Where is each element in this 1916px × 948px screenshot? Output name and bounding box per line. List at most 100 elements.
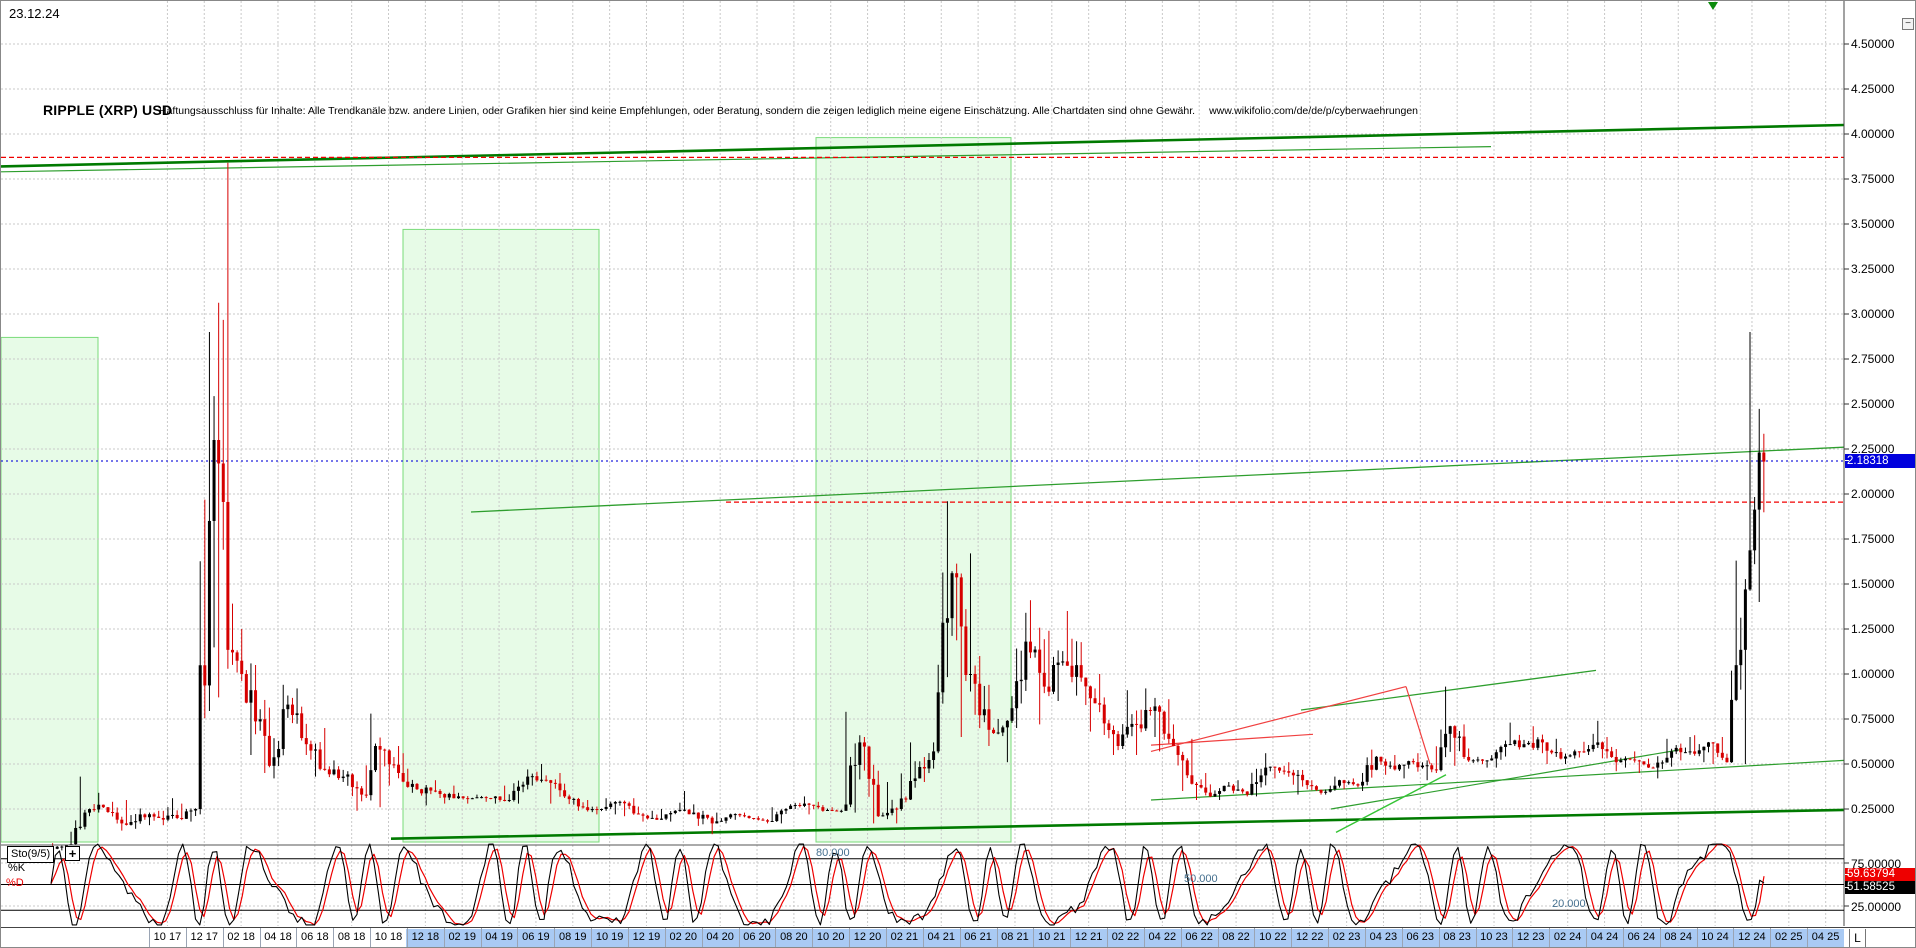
time-axis-label: 02 21 [890,931,919,943]
support-zone [1,336,99,843]
candle-body [1213,793,1217,797]
candle-body [161,818,165,820]
candle-body [1093,698,1097,704]
candle-body [1056,662,1060,666]
candle-body [904,798,908,800]
candle-body [189,810,193,812]
candle-body [1268,766,1272,768]
time-axis-label: 04 22 [1148,931,1177,943]
price-tick-label: 4.25000 [1851,82,1895,96]
candle-body [364,794,368,796]
candle-body [1660,762,1664,764]
candle-body [756,818,760,820]
time-axis-highlight[interactable] [406,929,1844,947]
support-zone [815,137,1012,843]
candle-body [1356,784,1360,786]
time-axis-label: 10 21 [1038,931,1066,943]
candle-body [452,793,456,799]
candle-body [885,812,889,816]
time-axis[interactable]: 10 17 12 17 02 18 04 18 06 18 08 18 10 18 12 18… [1,927,1915,947]
candle-body [798,804,802,806]
candle-body [1762,452,1766,462]
candle-body [1577,751,1581,753]
time-axis-label: 04 18 [264,931,292,943]
price-tick-label: 3.50000 [1851,217,1895,231]
level-label-20: 20.000 [1552,898,1586,910]
time-axis-label: 08 24 [1664,931,1692,943]
candle-body [447,793,451,798]
candle-body [1042,672,1046,687]
candle-body [498,796,502,800]
candle-body [858,742,862,765]
time-axis-separator [1217,928,1219,947]
candle-body [171,814,175,816]
candle-body [443,794,447,798]
candle-body [1254,782,1258,784]
time-axis-label: 02 18 [227,931,255,943]
trendline-green [1,123,1845,168]
candle-body [466,798,470,800]
candle-body [378,746,382,750]
time-axis-separator [738,928,740,947]
candle-body [609,803,613,807]
candle-body [710,817,714,824]
candle-body [1536,739,1540,748]
candle-body [922,766,926,769]
candle-body [314,749,318,751]
time-axis-separator [885,928,887,947]
add-indicator-icon[interactable]: + [65,846,80,861]
candle-body [696,812,700,819]
candle-body [729,814,733,818]
time-axis-separator [1254,928,1256,947]
candle-body [895,808,899,810]
time-axis-separator [149,928,150,947]
disclaimer-link[interactable]: www.wikifolio.com/de/de/p/cyberwaehrunge… [1209,105,1419,117]
candle-body [147,814,151,818]
candle-body [1444,733,1448,748]
candle-body [1139,724,1143,729]
candle-body [1102,704,1106,724]
candle-body [341,776,345,779]
minimize-icon[interactable]: − [1902,18,1914,30]
time-axis-label: 06 22 [1185,931,1213,943]
candle-body [1725,757,1729,763]
candle-body [742,815,746,817]
candle-body [853,764,857,766]
candle-body [1637,760,1641,762]
candle-body [74,827,78,845]
candle-body [1471,760,1475,762]
candle-body [1504,744,1508,747]
time-axis-separator [1033,928,1035,947]
candle-body [784,809,788,811]
candle-body [1564,756,1568,759]
candle-body [973,674,977,684]
candle-body [766,820,770,822]
candle-body [323,768,327,770]
candle-body [1167,733,1171,739]
candle-body [420,789,424,794]
time-axis-label: 10 24 [1701,931,1729,943]
candle-body [1513,740,1517,745]
candle-body [1739,649,1743,666]
candle-body [1347,782,1351,784]
trendline-red_light [1405,686,1431,765]
candle-body [733,814,737,816]
candle-body [226,501,230,650]
candle-body [978,683,982,716]
candle-body [373,746,377,771]
candle-body [715,821,719,824]
stochastic-k-badge: 51.58525 [1845,881,1915,894]
candle-body [747,815,751,818]
candle-body [327,769,331,775]
candle-body [632,805,636,814]
time-axis-label: 06 23 [1406,931,1434,943]
candle-body [1190,775,1194,784]
candle-body [590,809,594,811]
candle-body [526,776,530,785]
indicator-name-box[interactable]: Sto(9/5) [7,846,55,863]
candle-body [1453,726,1457,738]
time-axis-separator [1770,928,1772,947]
log-scale-toggle[interactable]: L [1849,929,1866,947]
time-axis-separator [554,928,556,947]
